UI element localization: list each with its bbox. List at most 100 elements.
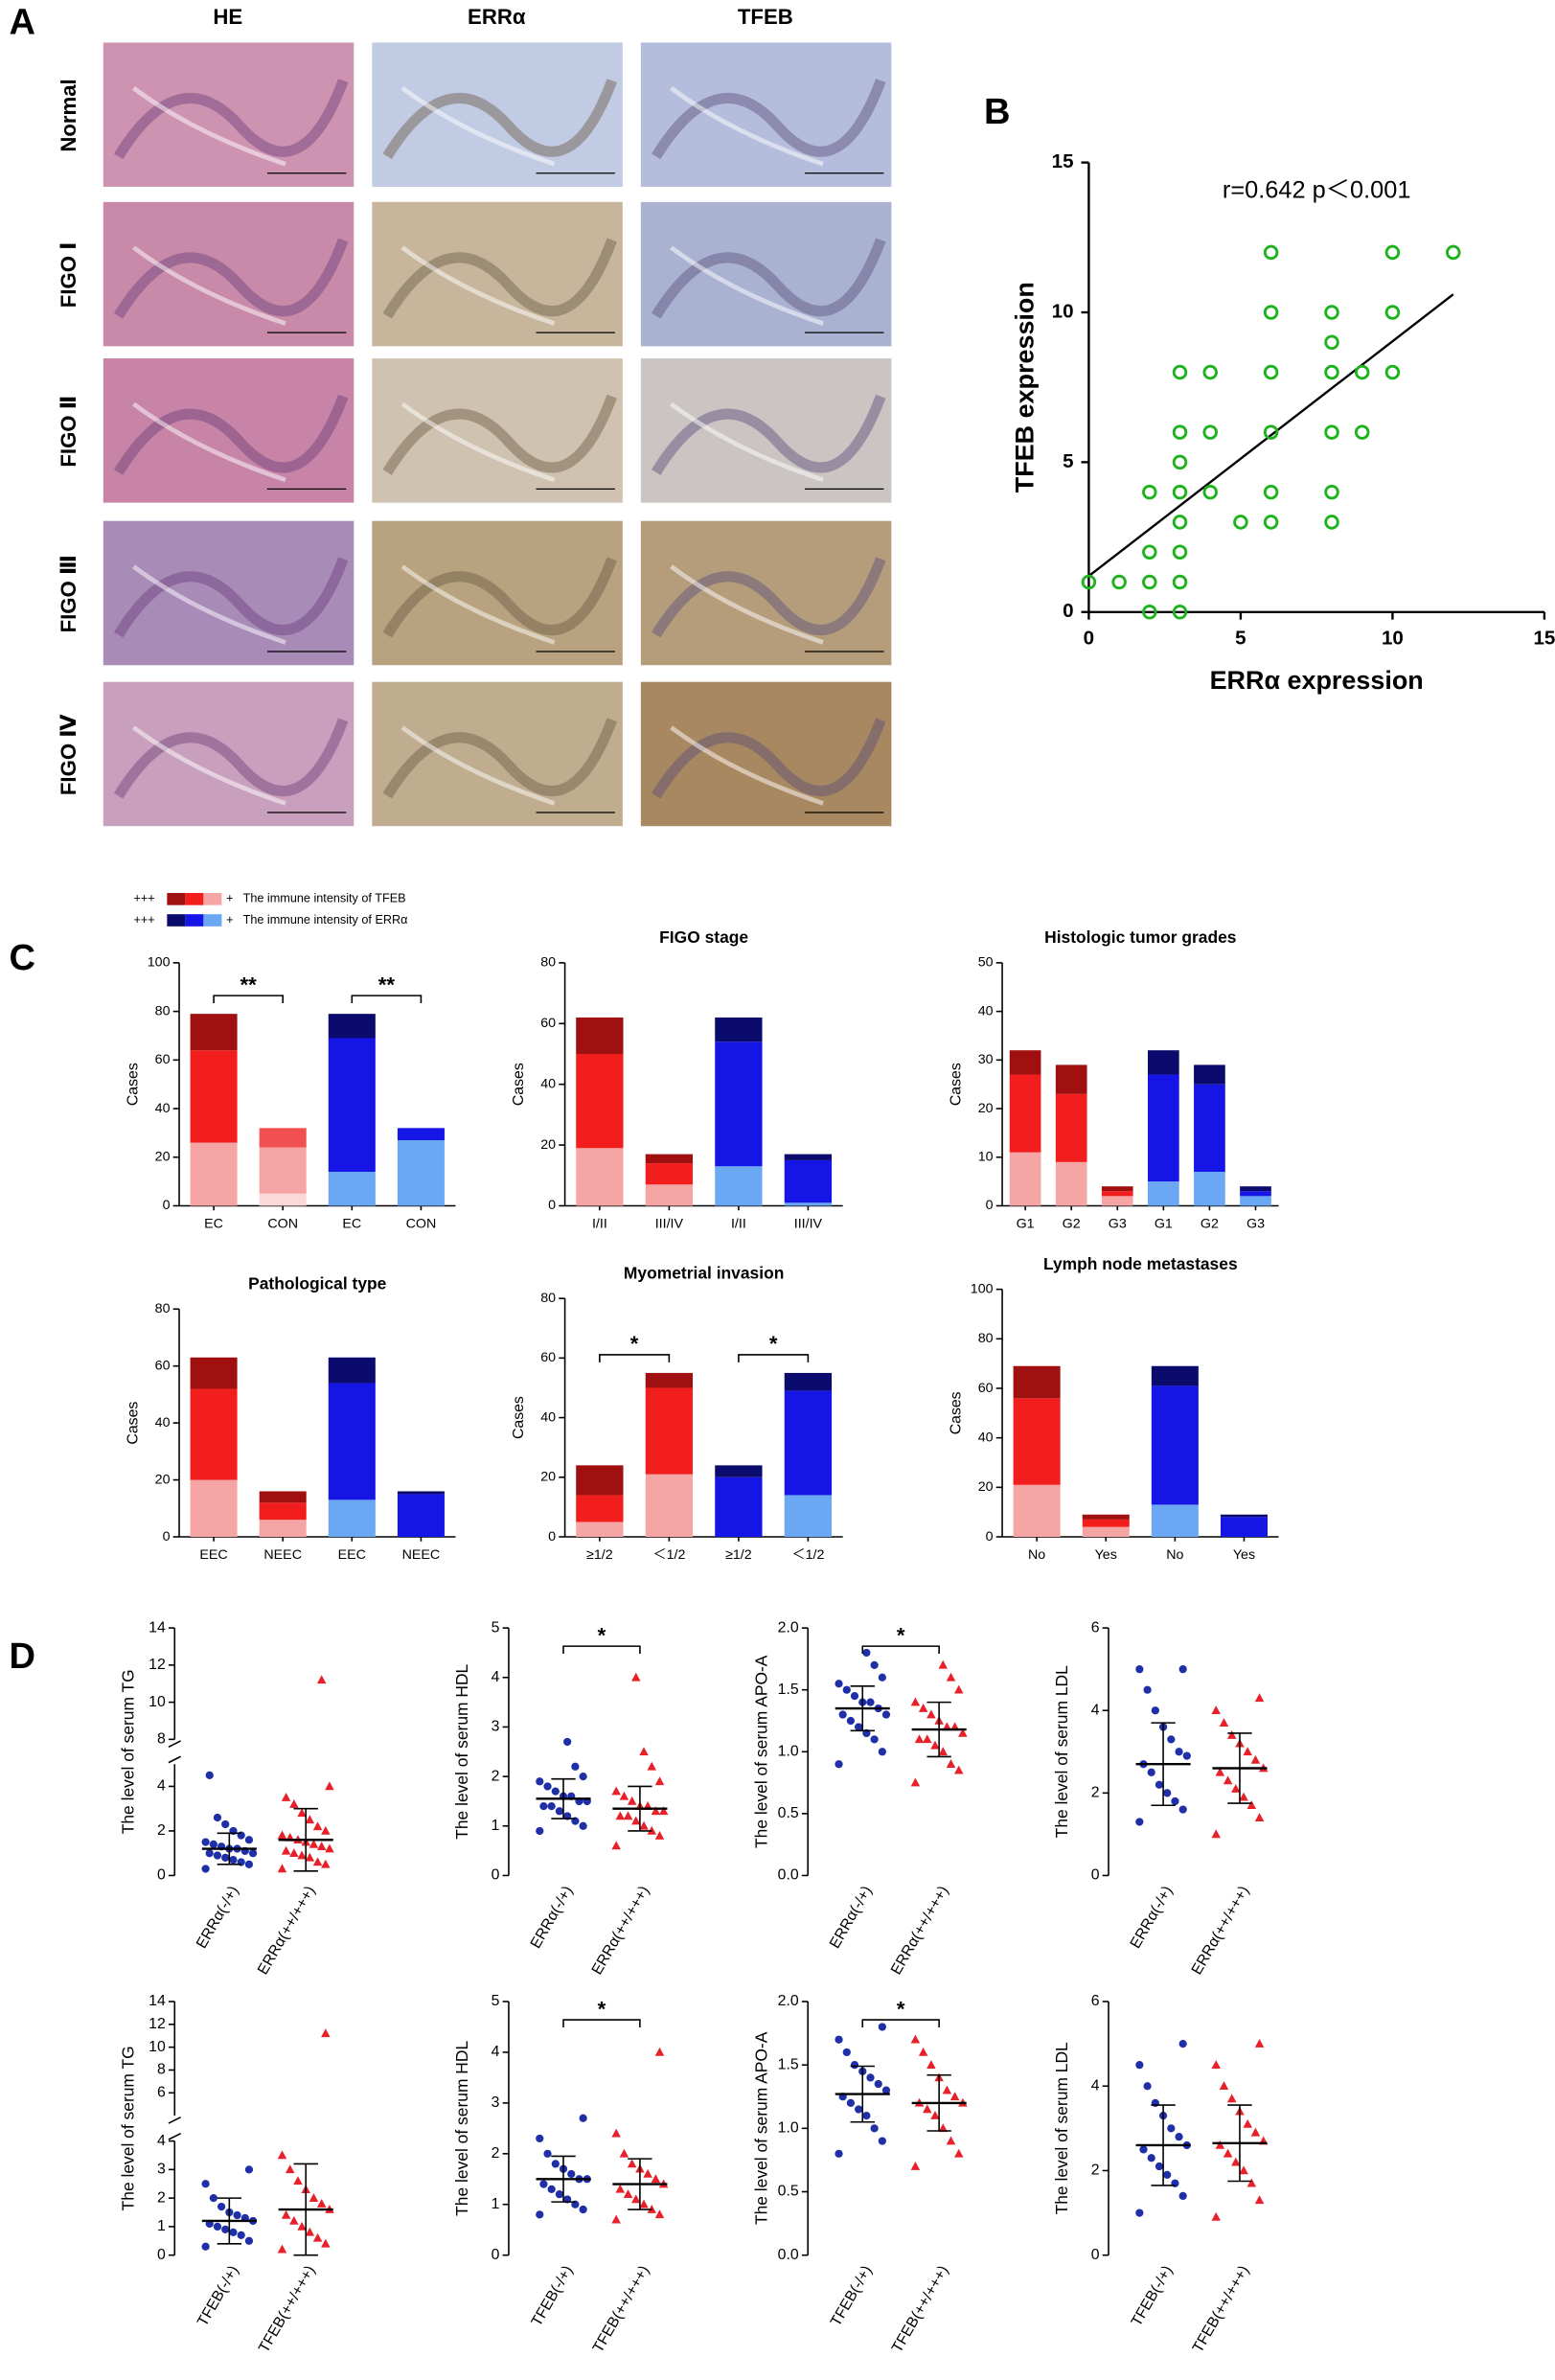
bar-segment: [715, 1465, 763, 1477]
point: [938, 1659, 949, 1669]
point: [1223, 1775, 1233, 1785]
point: [277, 1864, 287, 1873]
trendline: [1087, 293, 1454, 578]
point: [1172, 424, 1188, 440]
bar-segment: [1009, 1152, 1041, 1206]
point: [237, 2231, 245, 2239]
bar-segment: [1082, 1519, 1130, 1527]
point: [305, 1852, 315, 1862]
point: [289, 1798, 299, 1808]
y-tick-label: 20: [540, 1137, 556, 1153]
micrograph: [372, 358, 623, 503]
gland: [132, 401, 286, 483]
point: [244, 1836, 254, 1844]
legend-swatch: [167, 914, 186, 927]
gland: [113, 394, 349, 475]
point: [1354, 364, 1370, 380]
micrograph: [372, 681, 623, 827]
point: [1233, 515, 1248, 530]
x-tick-label: ERRα(-/+): [827, 1884, 876, 1952]
point: [1142, 604, 1157, 620]
point: [651, 1806, 661, 1816]
point: [1250, 2127, 1261, 2137]
gland: [651, 718, 886, 799]
y-tick-label: 20: [978, 1479, 994, 1495]
point: [1211, 2060, 1221, 2069]
point: [244, 1860, 254, 1868]
bar-segment: [190, 1479, 238, 1538]
point: [539, 2180, 548, 2188]
y-tick-label: 60: [155, 1052, 171, 1067]
point: [281, 1845, 291, 1855]
x-tick-label: ERRα(-/+): [194, 1884, 242, 1952]
bar-segment: [645, 1184, 694, 1206]
y-tick-label: 14: [149, 1619, 166, 1636]
gland: [113, 79, 349, 160]
gland: [382, 557, 617, 638]
point: [1263, 305, 1279, 320]
point: [1231, 1783, 1241, 1793]
x-tick-label: ≥1/2: [586, 1547, 613, 1563]
y-tick-label: 2: [492, 1768, 500, 1784]
bar-segment: [1194, 1171, 1225, 1206]
legend-symbol: +++: [133, 913, 154, 927]
y-tick-label: 6: [1091, 1619, 1100, 1636]
point: [229, 1856, 238, 1865]
point: [842, 1685, 851, 1694]
bar-segment: [1151, 1365, 1199, 1386]
micrograph: [103, 681, 354, 827]
bar-segment: [397, 1140, 445, 1206]
point: [1143, 2082, 1152, 2091]
y-tick-label: 80: [540, 955, 556, 971]
y-tick-label: 0: [548, 1198, 556, 1213]
x-tick-label: G1: [1155, 1216, 1173, 1231]
panel-label: A: [10, 2, 35, 42]
point: [325, 1843, 334, 1853]
bar-segment: [1147, 1181, 1179, 1206]
gland: [382, 79, 617, 160]
bar-segment: [1013, 1484, 1061, 1538]
bar-segment: [576, 1465, 624, 1496]
y-tick-label: 40: [540, 1409, 556, 1425]
x-tick-label: G3: [1246, 1216, 1265, 1231]
point: [555, 1807, 564, 1816]
annotation: r=0.642 p＜0.001: [1223, 176, 1411, 203]
x-tick-label: TFEB(++/+++): [1190, 2263, 1253, 2355]
point: [918, 1703, 928, 1712]
y-tick-label: 2: [1091, 2163, 1100, 2179]
point: [938, 1747, 949, 1756]
significance-label: *: [897, 1623, 905, 1647]
point: [1139, 2145, 1148, 2154]
bar-segment: [576, 1148, 624, 1206]
y-axis-label: The level of serum LDL: [1052, 1665, 1071, 1838]
x-tick-label: ＜1/2: [652, 1547, 685, 1563]
y-tick-label: 20: [540, 1470, 556, 1485]
y-tick-label: 8: [157, 2062, 166, 2078]
y-tick-label: 0.5: [778, 1805, 799, 1821]
y-tick-label: 20: [155, 1150, 171, 1165]
gland: [400, 725, 556, 806]
point: [1324, 364, 1339, 380]
micrograph: [640, 358, 892, 503]
point: [217, 2202, 226, 2211]
column-header: TFEB: [738, 5, 793, 29]
gland: [400, 564, 556, 645]
point: [1135, 1818, 1144, 1826]
y-tick-label: 40: [155, 1101, 171, 1116]
bar-segment: [1101, 1196, 1133, 1206]
y-tick-label: 4: [157, 1778, 166, 1795]
point: [953, 1684, 964, 1694]
point: [953, 1765, 964, 1774]
point: [878, 2137, 886, 2145]
point: [277, 2150, 287, 2160]
x-tick-label: G2: [1201, 1216, 1219, 1231]
point: [910, 1777, 921, 1787]
point: [1178, 1665, 1187, 1674]
significance-bracket: [562, 2019, 641, 2027]
y-axis-label: The level of serum APO-A: [751, 2031, 770, 2225]
significance-label: *: [769, 1332, 778, 1356]
x-tick-label: III/IV: [794, 1216, 823, 1231]
point: [1243, 2118, 1252, 2128]
y-tick-label: 80: [540, 1291, 556, 1306]
